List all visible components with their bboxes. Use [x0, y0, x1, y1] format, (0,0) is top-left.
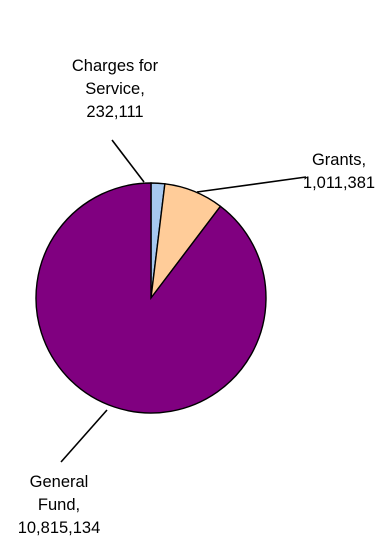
leader-line-charges-for-service [111, 139, 145, 183]
slice-label-grants: Grants, 1,011,381 [303, 151, 375, 192]
slice-label-general-fund: General Fund, 10,815,134 [18, 473, 101, 537]
slice-labels: Charges for Service, 232,111 Grants, 1,011,3… [18, 57, 375, 537]
slice-label-charges-for-service: Charges for Service, 232,111 [72, 57, 159, 121]
slice-label-line: Fund, [38, 496, 80, 514]
leader-line-grants [196, 176, 307, 193]
slice-label-line: Grants, [312, 151, 366, 169]
slice-label-line: 232,111 [86, 103, 143, 121]
pie-slice-general-fund [35, 182, 267, 414]
leader-lines [60, 139, 307, 463]
leader-line-general-fund [60, 409, 108, 463]
slice-label-line: General [30, 473, 89, 491]
pie-slices [35, 182, 267, 414]
slice-label-line: Charges for [72, 57, 159, 75]
slice-label-line: Service, [85, 80, 145, 98]
slice-label-line: 10,815,134 [18, 519, 101, 537]
slice-label-line: 1,011,381 [303, 174, 375, 192]
